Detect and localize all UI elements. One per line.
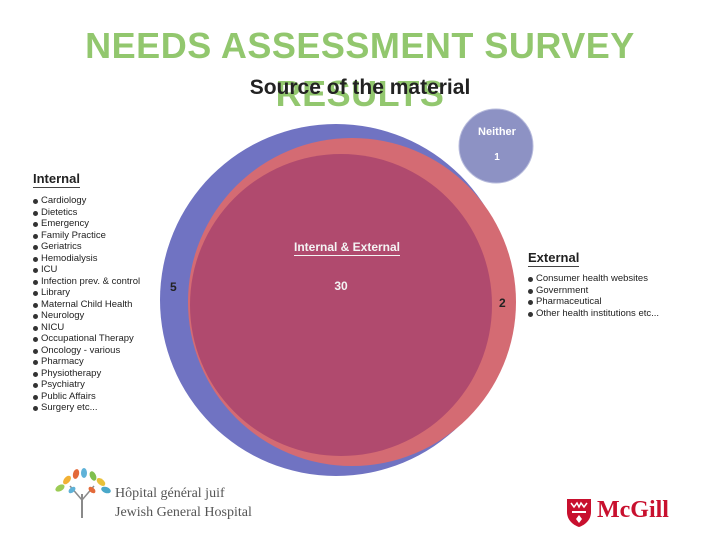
mcgill-wordmark: McGill: [597, 497, 669, 523]
external-list-item: Other health institutions etc...: [527, 308, 659, 320]
external-list-item: Consumer health websites: [527, 273, 659, 285]
internal-list-item: Infection prev. & control: [32, 276, 140, 288]
overlap-count: 30: [334, 279, 348, 293]
internal-list-item: Maternal Child Health: [32, 299, 140, 311]
neither-label: Neither: [478, 126, 516, 138]
jgh-name-en: Jewish General Hospital: [115, 505, 252, 520]
internal-list-item: Public Affairs: [32, 391, 140, 403]
external-heading: External: [528, 250, 580, 267]
external-list-item: Pharmaceutical: [527, 296, 659, 308]
overlap-region: [190, 154, 492, 456]
internal-list-item: ICU: [32, 264, 140, 276]
internal-list-item: Surgery etc...: [32, 402, 140, 414]
jgh-tree-logo: [55, 468, 111, 518]
internal-list-item: Emergency: [32, 218, 140, 230]
internal-list-item: Pharmacy: [32, 356, 140, 368]
internal-list-item: Family Practice: [32, 230, 140, 242]
external-list-item: Government: [527, 285, 659, 297]
mcgill-crest-logo: [567, 499, 591, 527]
slide-title-line1: NEEDS ASSESSMENT SURVEY: [85, 25, 635, 66]
internal-heading: Internal: [33, 171, 80, 188]
external-list: Consumer health websites Government Pharma…: [527, 273, 659, 319]
internal-list-item: NICU: [32, 322, 140, 334]
internal-list-item: Dietetics: [32, 207, 140, 219]
internal-list-item: Library: [32, 287, 140, 299]
neither-circle: [458, 108, 534, 184]
internal-list-item: Cardiology: [32, 195, 140, 207]
internal-list-item: Occupational Therapy: [32, 333, 140, 345]
internal-list-item: Psychiatry: [32, 379, 140, 391]
internal-list-item: Physiotherapy: [32, 368, 140, 380]
external-count: 2: [499, 296, 506, 310]
overlap-label-text: Internal & External: [293, 240, 401, 256]
diagram-title: Source of the material: [249, 76, 471, 99]
internal-list: Cardiology Dietetics Emergency Family Pract…: [32, 195, 140, 414]
internal-list-item: Hemodialysis: [32, 253, 140, 265]
overlap-label: Internal & External: [280, 240, 414, 256]
jgh-name-fr: Hôpital général juif: [115, 486, 225, 501]
internal-list-item: Geriatrics: [32, 241, 140, 253]
internal-count: 5: [170, 280, 177, 294]
neither-count: 1: [494, 152, 500, 163]
internal-list-item: Oncology - various: [32, 345, 140, 357]
slide-title-line2: RESULTS: [275, 73, 445, 114]
internal-list-item: Neurology: [32, 310, 140, 322]
